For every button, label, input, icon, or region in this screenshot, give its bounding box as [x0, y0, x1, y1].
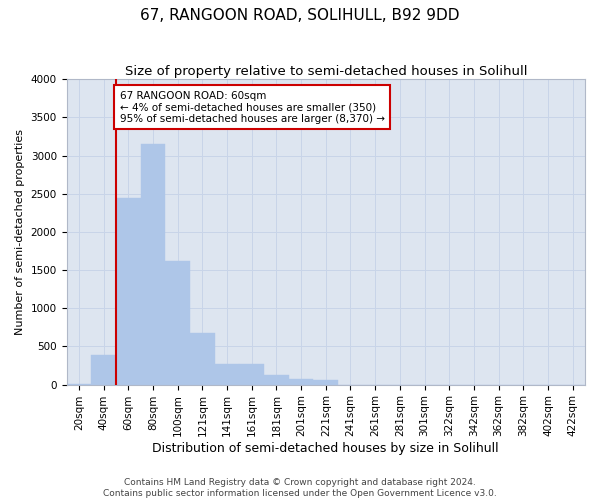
Text: Contains HM Land Registry data © Crown copyright and database right 2024.
Contai: Contains HM Land Registry data © Crown c…	[103, 478, 497, 498]
X-axis label: Distribution of semi-detached houses by size in Solihull: Distribution of semi-detached houses by …	[152, 442, 499, 455]
Bar	[116, 198, 140, 384]
Bar	[190, 332, 215, 384]
Text: 67 RANGOON ROAD: 60sqm
← 4% of semi-detached houses are smaller (350)
95% of sem: 67 RANGOON ROAD: 60sqm ← 4% of semi-deta…	[119, 90, 385, 124]
Bar	[215, 364, 239, 384]
Bar	[313, 380, 338, 384]
Bar	[91, 355, 116, 384]
Bar	[239, 364, 264, 384]
Text: 67, RANGOON ROAD, SOLIHULL, B92 9DD: 67, RANGOON ROAD, SOLIHULL, B92 9DD	[140, 8, 460, 22]
Bar	[289, 380, 313, 384]
Bar	[264, 376, 289, 384]
Title: Size of property relative to semi-detached houses in Solihull: Size of property relative to semi-detach…	[125, 65, 527, 78]
Bar	[165, 261, 190, 384]
Bar	[140, 144, 165, 384]
Y-axis label: Number of semi-detached properties: Number of semi-detached properties	[15, 129, 25, 335]
